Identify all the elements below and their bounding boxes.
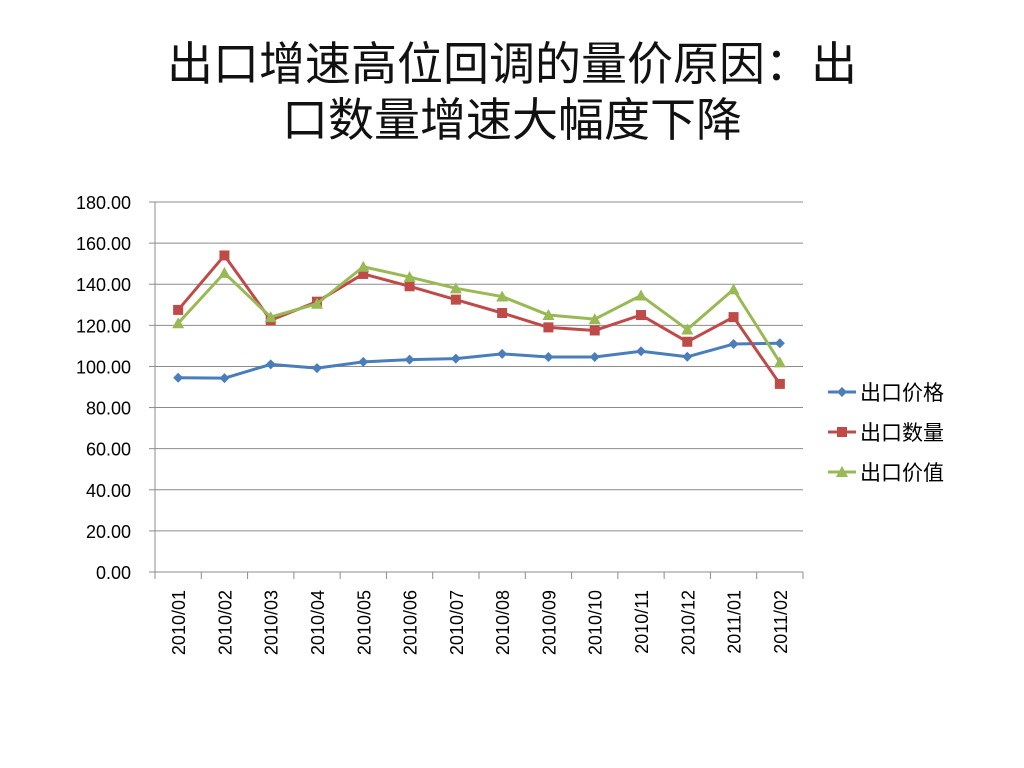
data-point: [219, 250, 230, 261]
data-point: [497, 348, 508, 359]
data-point: [219, 373, 230, 384]
title-line-2: 口数量增速大幅度下降: [282, 93, 742, 147]
x-tick-label: 2010/08: [493, 590, 513, 655]
legend-marker: [836, 466, 848, 477]
data-point: [264, 311, 277, 323]
y-tick-label: 20.00: [86, 522, 131, 542]
data-point: [172, 317, 185, 329]
y-tick-label: 40.00: [86, 481, 131, 501]
data-point: [636, 310, 646, 321]
series-line: [178, 341, 780, 380]
x-tick-label: 2010/01: [169, 590, 189, 655]
data-point: [727, 283, 740, 295]
legend-marker: [837, 427, 847, 437]
x-tick-label: 2010/11: [632, 590, 652, 654]
x-tick-label: 2010/06: [401, 590, 421, 655]
data-point: [543, 351, 554, 362]
legend-marker: [837, 387, 847, 397]
data-point: [450, 294, 461, 305]
data-point: [357, 260, 370, 272]
x-tick-label: 2010/05: [354, 590, 374, 655]
series-3: [172, 260, 786, 368]
slide-title: 出口增速高位回调的量价原因：出 口数量增速大幅度下降: [60, 36, 964, 148]
data-point: [774, 378, 785, 389]
y-tick-label: 160.00: [76, 234, 131, 254]
legend-item-1: 出口价格: [828, 382, 944, 405]
data-point: [681, 323, 694, 335]
y-tick-label: 140.00: [76, 275, 131, 295]
y-tick-label: 120.00: [76, 316, 131, 336]
legend-item-3: 出口价值: [828, 462, 944, 485]
data-point: [265, 359, 276, 370]
data-point: [404, 281, 415, 292]
data-point: [312, 363, 322, 374]
data-point: [173, 372, 184, 383]
series-line: [176, 253, 782, 385]
data-point: [496, 290, 509, 302]
data-point: [588, 313, 601, 325]
legend-label: 出口价值: [860, 462, 944, 485]
y-tick-label: 100.00: [76, 357, 131, 377]
x-tick-label: 2010/09: [539, 590, 559, 655]
data-point: [682, 351, 693, 362]
data-point: [450, 353, 461, 364]
y-tick-label: 80.00: [86, 399, 131, 419]
data-point: [358, 268, 369, 279]
x-tick-label: 2010/03: [262, 590, 282, 655]
data-point: [589, 325, 600, 336]
data-point: [774, 338, 785, 349]
data-point: [173, 304, 184, 315]
data-point: [311, 297, 323, 309]
data-point: [728, 339, 739, 350]
data-point: [636, 346, 646, 357]
data-point: [358, 356, 369, 367]
data-point: [635, 289, 647, 301]
data-point: [589, 351, 600, 362]
data-point: [218, 266, 231, 278]
data-point: [449, 282, 462, 294]
title-line-1: 出口增速高位回调的量价原因：出: [167, 37, 857, 91]
legend-label: 出口价格: [860, 382, 944, 405]
x-tick-label: 2010/12: [678, 590, 698, 655]
series-2: [173, 250, 785, 389]
series-line: [177, 265, 782, 364]
y-tick-label: 180.00: [76, 193, 131, 213]
data-point: [543, 322, 554, 333]
legend-item-2: 出口数量: [828, 422, 944, 445]
x-tick-label: 2011/01: [725, 590, 745, 654]
data-point: [497, 308, 508, 318]
x-tick-label: 2010/10: [586, 590, 606, 655]
legend-label: 出口数量: [860, 422, 944, 445]
x-tick-label: 2010/02: [215, 590, 235, 655]
data-point: [542, 309, 555, 321]
data-point: [728, 312, 739, 323]
x-tick-label: 2011/02: [771, 590, 791, 654]
series-1: [173, 338, 785, 384]
data-point: [682, 336, 693, 347]
data-point: [403, 271, 416, 283]
y-tick-label: 0.00: [96, 563, 131, 583]
data-point: [773, 356, 786, 368]
data-point: [404, 354, 415, 365]
x-tick-label: 2010/07: [447, 590, 467, 655]
x-tick-label: 2010/04: [308, 590, 328, 655]
y-tick-label: 60.00: [86, 440, 131, 460]
